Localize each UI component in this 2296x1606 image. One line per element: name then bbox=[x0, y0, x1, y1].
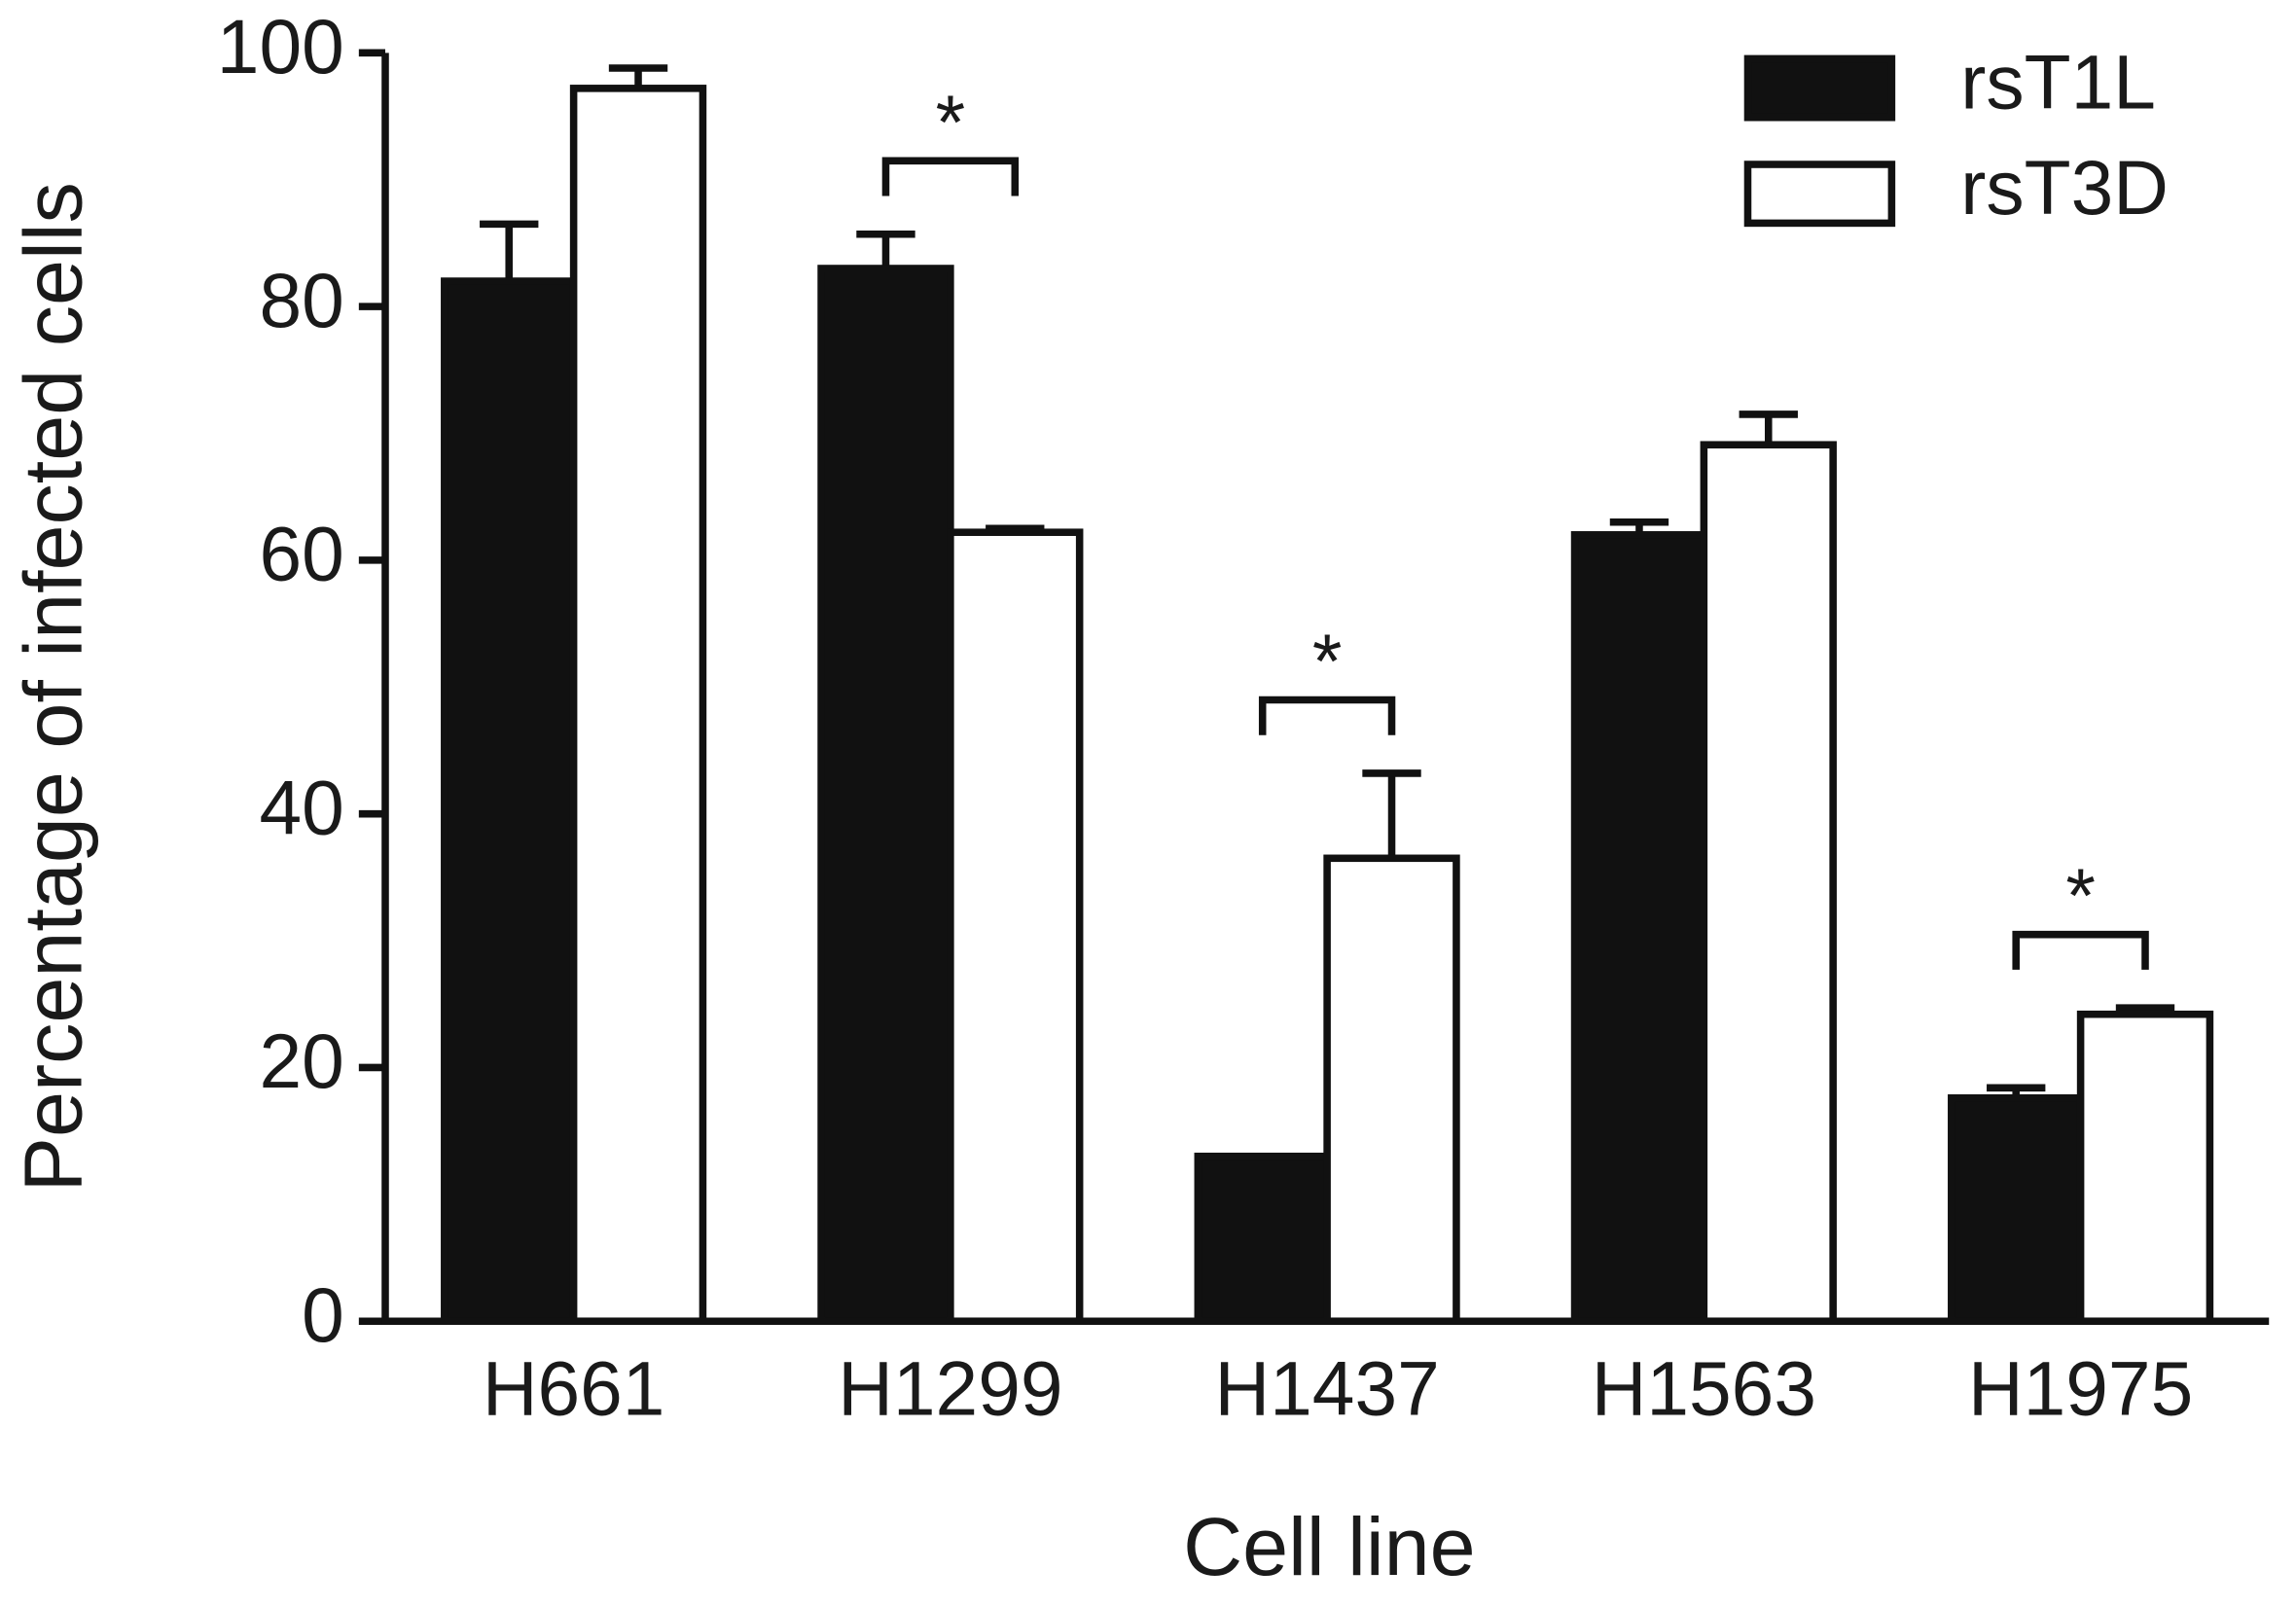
significance-bracket bbox=[2012, 930, 2149, 970]
y-tick-label: 20 bbox=[259, 1018, 343, 1104]
y-tick-label: 80 bbox=[259, 258, 343, 343]
x-tick-label: H1299 bbox=[838, 1345, 1062, 1431]
legend-swatch bbox=[1743, 54, 1896, 122]
legend-label: rsT3D bbox=[1960, 145, 2169, 231]
bar bbox=[2076, 1010, 2214, 1325]
x-tick-label: H661 bbox=[483, 1345, 665, 1431]
significance-bracket bbox=[1258, 696, 1396, 735]
bar bbox=[569, 85, 707, 1325]
significance-label: * bbox=[936, 80, 966, 165]
y-tick-label: 100 bbox=[217, 4, 344, 89]
significance-bracket bbox=[881, 157, 1020, 196]
legend-swatch bbox=[1743, 161, 1896, 228]
x-tick-label: H1563 bbox=[1592, 1345, 1816, 1431]
x-tick-label: H1975 bbox=[1968, 1345, 2193, 1431]
bar bbox=[1948, 1093, 2085, 1325]
significance-label: * bbox=[1312, 619, 1343, 704]
x-tick-label: H1437 bbox=[1214, 1345, 1439, 1431]
bar bbox=[1194, 1152, 1331, 1325]
legend-label: rsT1L bbox=[1960, 39, 2156, 125]
y-tick-label: 60 bbox=[259, 512, 343, 597]
bar bbox=[947, 528, 1084, 1325]
y-tick-label: 0 bbox=[302, 1272, 344, 1358]
bar bbox=[1700, 441, 1837, 1325]
y-tick-label: 40 bbox=[259, 765, 343, 850]
significance-label: * bbox=[2065, 853, 2096, 939]
bar bbox=[817, 265, 954, 1325]
y-axis-label: Percentage of infected cells bbox=[6, 182, 98, 1192]
bar bbox=[1570, 531, 1708, 1325]
x-axis-label: Cell line bbox=[1183, 1500, 1476, 1592]
bar bbox=[1323, 854, 1460, 1325]
bar bbox=[441, 277, 578, 1325]
